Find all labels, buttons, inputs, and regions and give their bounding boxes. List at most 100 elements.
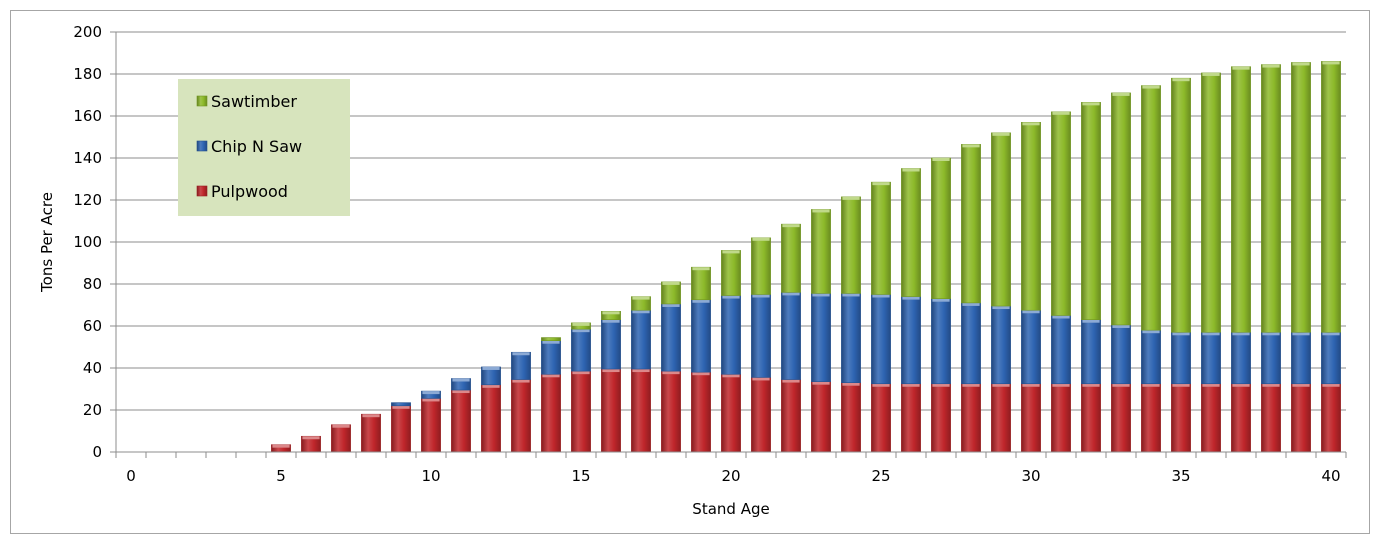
bar-pulpwood <box>511 379 531 453</box>
bar-pulpwood <box>991 383 1011 453</box>
bar-top-highlight <box>572 329 590 333</box>
bar-pulpwood <box>1051 383 1071 453</box>
bar-top-highlight <box>872 383 890 387</box>
bar-chip-n-saw <box>1291 331 1311 385</box>
bar-chip-n-saw <box>1081 319 1101 385</box>
bar-pulpwood <box>721 373 741 453</box>
bar-top-highlight <box>992 383 1010 387</box>
bar-top-highlight <box>992 306 1010 310</box>
bar-pulpwood <box>391 405 411 453</box>
bar-top-highlight <box>1322 383 1340 387</box>
bar-top-highlight <box>782 224 800 228</box>
bar-top-highlight <box>1112 324 1130 328</box>
bar-sawtimber <box>1141 85 1161 331</box>
bar-top-highlight <box>542 374 560 378</box>
bar-top-highlight <box>1202 383 1220 387</box>
bar-top-highlight <box>1202 332 1220 336</box>
bar-chip-n-saw <box>811 293 831 382</box>
x-tick-label: 25 <box>871 467 890 485</box>
bar-top-highlight <box>692 299 710 303</box>
bar-top-highlight <box>662 371 680 375</box>
bar-pulpwood <box>691 371 711 453</box>
bar-pulpwood <box>631 368 651 453</box>
bar-pulpwood <box>601 368 621 453</box>
x-tick-label: 5 <box>276 467 286 485</box>
bar-chip-n-saw <box>511 351 531 380</box>
bar-top-highlight <box>1232 332 1250 336</box>
y-axis-title: Tons Per Acre <box>38 192 56 293</box>
bar-pulpwood <box>841 382 861 453</box>
bar-pulpwood <box>1231 383 1251 453</box>
bar-sawtimber <box>1291 62 1311 333</box>
bar-sawtimber <box>1231 66 1251 333</box>
bar-top-highlight <box>782 379 800 383</box>
bar-top-highlight <box>722 250 740 254</box>
bar-pulpwood <box>331 424 351 453</box>
bar-top-highlight <box>842 293 860 297</box>
bar-top-highlight <box>932 158 950 161</box>
y-tick-label: 20 <box>83 401 102 419</box>
x-tick-label: 40 <box>1321 467 1340 485</box>
bar-top-highlight <box>662 303 680 307</box>
bar-sawtimber <box>931 157 951 299</box>
bar-pulpwood <box>1321 383 1341 453</box>
bar-top-highlight <box>1142 85 1160 89</box>
bar-chip-n-saw <box>631 309 651 370</box>
bar-top-highlight <box>362 414 380 418</box>
legend-swatch <box>196 140 208 152</box>
x-tick-label: 15 <box>571 467 590 485</box>
bar-top-highlight <box>872 182 890 186</box>
bar-top-highlight <box>842 196 860 200</box>
bar-top-highlight <box>1292 332 1310 336</box>
bar-top-highlight <box>1022 310 1040 314</box>
bar-top-highlight <box>842 382 860 386</box>
bar-top-highlight <box>932 298 950 302</box>
bar-top-highlight <box>512 352 530 356</box>
legend-label: Pulpwood <box>211 182 288 201</box>
y-tick-label: 60 <box>83 317 102 335</box>
bar-top-highlight <box>1172 78 1190 82</box>
bar-top-highlight <box>1322 332 1340 336</box>
bar-chip-n-saw <box>901 296 921 385</box>
x-tick-label: 35 <box>1171 467 1190 485</box>
bar-sawtimber <box>1201 72 1221 333</box>
bar-pulpwood <box>541 373 561 453</box>
bar-sawtimber <box>901 168 921 297</box>
bar-top-highlight <box>1262 383 1280 387</box>
bar-top-highlight <box>1142 383 1160 387</box>
y-tick-label: 0 <box>92 443 102 461</box>
bar-top-highlight <box>482 366 500 370</box>
bar-top-highlight <box>962 144 980 148</box>
bar-chip-n-saw <box>871 294 891 385</box>
y-tick-label: 40 <box>83 359 102 377</box>
bar-top-highlight <box>1172 332 1190 336</box>
bar-top-highlight <box>902 296 920 300</box>
y-tick-label: 80 <box>83 275 102 293</box>
bar-chip-n-saw <box>1201 331 1221 385</box>
bar-top-highlight <box>872 294 890 298</box>
bar-pulpwood <box>781 379 801 453</box>
bar-top-highlight <box>512 379 530 383</box>
bar-chip-n-saw <box>781 292 801 380</box>
legend-label: Chip N Saw <box>211 137 302 156</box>
bar-chip-n-saw <box>1171 331 1191 385</box>
x-tick-label: 0 <box>126 467 136 485</box>
y-tick-label: 120 <box>73 191 102 209</box>
bar-top-highlight <box>302 436 320 440</box>
bar-chip-n-saw <box>391 402 411 407</box>
bar-top-highlight <box>902 383 920 387</box>
bar-chip-n-saw <box>601 319 621 370</box>
bar-sawtimber <box>1261 64 1281 333</box>
bar-pulpwood <box>661 370 681 453</box>
bar-pulpwood <box>751 377 771 453</box>
bar-sawtimber <box>691 266 711 301</box>
tick-labels: 0 20 40 60 80 100 120 140 160 180 200 0 5 10 15 20 25 30 3… <box>73 23 1347 485</box>
bar-chip-n-saw <box>751 294 771 378</box>
bar-top-highlight <box>1292 62 1310 66</box>
bar-pulpwood <box>961 383 981 453</box>
bar-top-highlight <box>1322 61 1340 65</box>
bar-sawtimber <box>1021 122 1041 311</box>
bar-sawtimber <box>841 196 861 294</box>
bar-sawtimber <box>751 237 771 295</box>
